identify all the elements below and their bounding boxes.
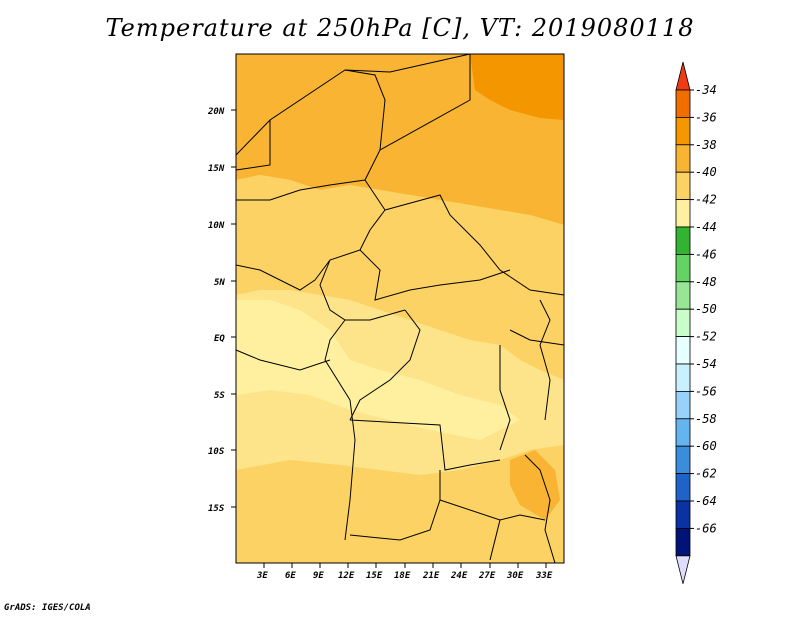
- lon-axis: 3E 6E 9E 12E 15E 18E 21E 24E 27E 30E 33E: [256, 563, 553, 581]
- lon-label: 3E: [256, 571, 268, 581]
- field-north-38: [236, 54, 564, 225]
- field-ne-36: [470, 54, 564, 120]
- field-cool-44: [236, 300, 520, 440]
- lon-label: 18E: [394, 571, 411, 581]
- map-frame: [235, 53, 565, 564]
- colorbar-swatch: [675, 281, 691, 310]
- colorbar-label: -46: [695, 247, 717, 261]
- colorbar-label: -44: [695, 220, 717, 234]
- colorbar-label: -40: [695, 165, 717, 179]
- colorbar-label: -54: [695, 357, 717, 371]
- colorbar-swatch: [675, 473, 691, 502]
- lon-label: 9E: [313, 571, 324, 581]
- colorbar-swatch: [675, 390, 691, 420]
- colorbar-swatch: [675, 89, 691, 118]
- lon-label: 24E: [450, 571, 468, 581]
- colorbar-label: -60: [695, 439, 717, 453]
- colorbar-arrow-top: [675, 61, 691, 91]
- lon-label: 30E: [506, 571, 524, 581]
- colorbar-label: -52: [695, 330, 717, 344]
- lat-label: 15S: [208, 504, 225, 514]
- colorbar-swatch: [675, 171, 691, 200]
- colorbar-swatch: [675, 117, 691, 146]
- colorbar-label: -58: [695, 412, 717, 426]
- map-title: Temperature at 250hPa [C], VT: 201908011…: [105, 14, 695, 42]
- lat-label: 5S: [214, 391, 225, 401]
- colorbar-label: -66: [695, 521, 717, 535]
- colorbar-swatch: [675, 336, 691, 365]
- lat-label: 10S: [208, 447, 225, 457]
- colorbar-label: -62: [695, 467, 717, 481]
- colorbar-swatch: [675, 363, 691, 392]
- field-se-38: [510, 450, 560, 520]
- colorbar-arrow-bottom: [675, 555, 691, 584]
- colorbar-swatch: [675, 445, 691, 475]
- lon-label: 15E: [366, 571, 383, 581]
- lon-label: 12E: [338, 571, 355, 581]
- colorbar-label: -34: [695, 83, 717, 97]
- lat-label: 10N: [208, 221, 225, 231]
- field-south-40: [236, 445, 564, 563]
- lat-label: EQ: [214, 334, 225, 344]
- colorbar-label: -56: [695, 384, 717, 398]
- lat-label: 5N: [214, 278, 225, 288]
- colorbar-swatch: [675, 226, 691, 255]
- lon-label: 33E: [535, 571, 553, 581]
- lat-label: 15N: [208, 164, 225, 174]
- colorbar-swatch: [675, 308, 691, 338]
- lat-label: 20N: [207, 107, 225, 117]
- lon-label: 27E: [478, 571, 496, 581]
- colorbar: -34 -36 -38 -40 -42 -44 -46 -48 -50 -52 -54 -56 -58 -…: [675, 61, 717, 584]
- lon-label: 21E: [422, 571, 440, 581]
- colorbar-label: -38: [695, 138, 717, 152]
- colorbar-swatch: [675, 199, 691, 228]
- colorbar-swatch: [675, 500, 691, 529]
- field-band-40: [236, 175, 564, 380]
- colorbar-label: -64: [695, 494, 717, 508]
- temperature-field: [235, 53, 565, 564]
- lat-axis: 20N 15N 10N 5N EQ 5S 10S 15S: [207, 107, 236, 514]
- lon-label: 6E: [285, 571, 296, 581]
- colorbar-label: -36: [695, 110, 717, 124]
- colorbar-swatch: [675, 253, 691, 283]
- grads-credit: GrADS: IGES/COLA: [4, 603, 91, 613]
- colorbar-label: -48: [695, 275, 717, 289]
- colorbar-swatch: [675, 528, 691, 557]
- colorbar-label: -50: [695, 302, 717, 316]
- colorbar-swatch: [675, 144, 691, 173]
- country-borders: [235, 53, 565, 564]
- colorbar-swatch: [675, 418, 691, 447]
- colorbar-label: -42: [695, 193, 717, 207]
